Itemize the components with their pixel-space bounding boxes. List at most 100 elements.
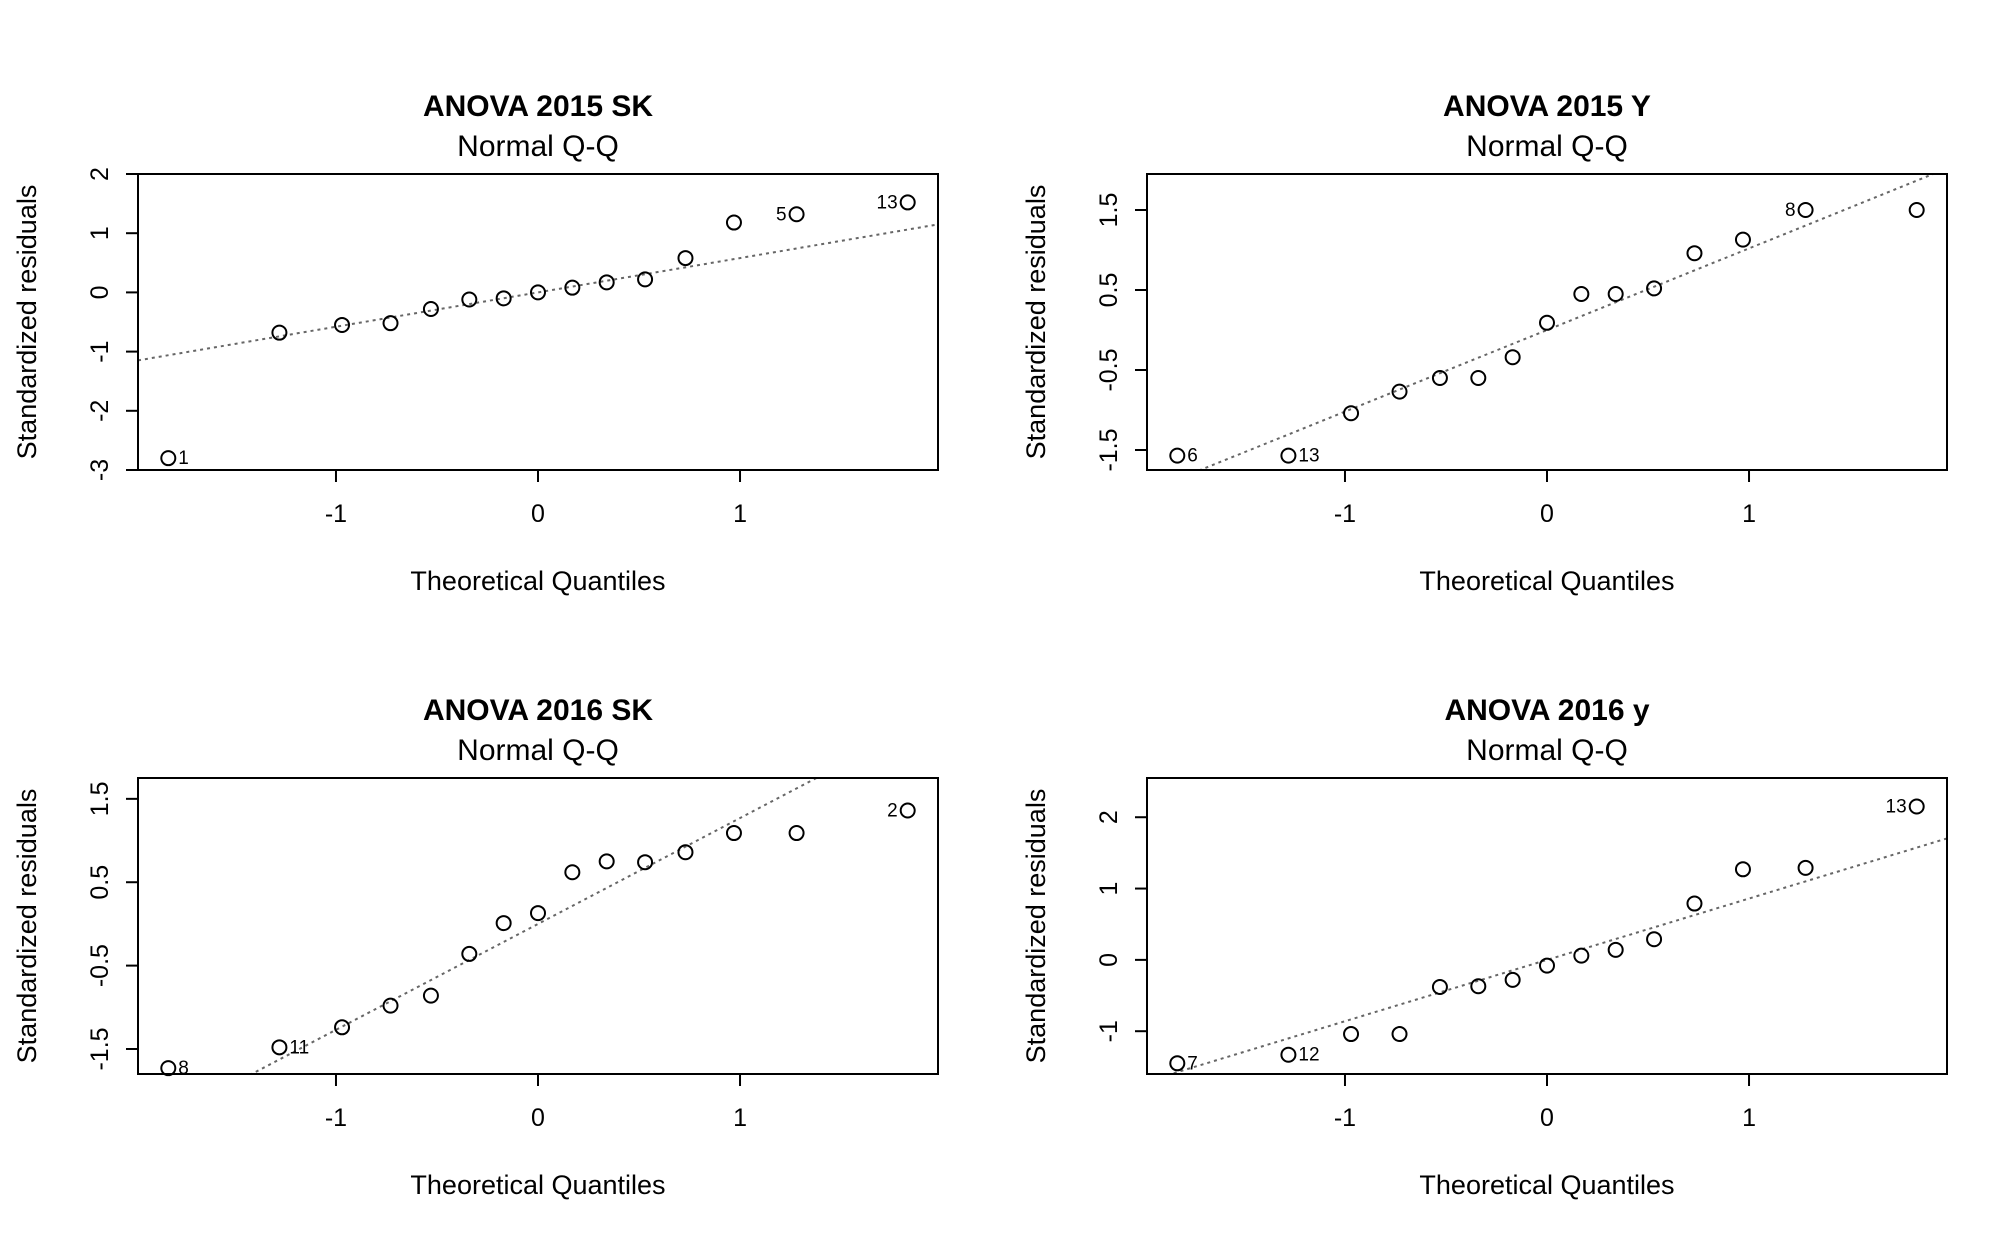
data-point [1343, 405, 1360, 422]
data-point [1797, 859, 1814, 876]
data-point [334, 1019, 351, 1036]
data-point [1734, 231, 1751, 248]
point-label: 5 [776, 204, 787, 225]
x-tick-label: 1 [733, 500, 747, 528]
y-tick-label: -1 [86, 340, 114, 362]
y-tick-label: -1.5 [1095, 428, 1123, 471]
data-point [160, 450, 177, 467]
data-point [1470, 370, 1487, 386]
chart-subtitle: Normal Q-Q [1466, 130, 1628, 163]
x-axis-label: Theoretical Quantiles [1419, 1170, 1674, 1200]
chart-subtitle: Normal Q-Q [1466, 734, 1628, 767]
qq-panel-2: ANOVA 2015 Y Normal Q-Q -1 0 1 -1.5 -0.5 0.5 1.5… [1021, 90, 1948, 596]
y-axis-label: Standardized residuals [1021, 185, 1051, 460]
data-point [1169, 1055, 1186, 1072]
x-tick-label: -1 [325, 500, 347, 528]
x-tick-label: 1 [733, 1104, 747, 1132]
data-point [598, 274, 615, 291]
point-label: 8 [1785, 200, 1796, 221]
x-tick-label: 1 [1742, 500, 1756, 528]
data-point [1431, 978, 1448, 995]
y-tick-label: -0.5 [1095, 348, 1123, 391]
data-point [899, 194, 916, 211]
data-point [271, 324, 288, 341]
qq-panel-1: ANOVA 2015 SK Normal Q-Q -1 0 1 -3 -2 -1 0 1 2 Theo… [12, 90, 939, 596]
chart-title: ANOVA 2015 SK [423, 90, 653, 123]
data-point [725, 214, 742, 231]
data-point [899, 802, 916, 819]
data-point [1431, 370, 1448, 386]
point-label: 13 [877, 192, 898, 213]
data-point [461, 291, 478, 308]
plot-frame [137, 777, 939, 1075]
y-tick-label: 0 [1095, 953, 1123, 967]
point-label: 11 [289, 1037, 309, 1058]
point-label: 2 [887, 801, 898, 822]
data-point [495, 915, 512, 932]
chart-title: ANOVA 2016 SK [423, 694, 653, 727]
data-point [1646, 931, 1663, 948]
data-point [637, 271, 654, 288]
data-point [1908, 798, 1925, 815]
chart-title: ANOVA 2015 Y [1443, 90, 1651, 123]
y-tick-label: -3 [86, 459, 114, 481]
data-point [1504, 971, 1521, 988]
y-axis-label: Standardized residuals [1021, 789, 1051, 1064]
data-point [1470, 978, 1487, 995]
y-axis-label: Standardized residuals [12, 789, 42, 1064]
data-point [1646, 280, 1663, 297]
data-point [788, 206, 805, 223]
x-tick-label: -1 [1334, 500, 1356, 528]
data-point [495, 290, 512, 307]
data-point [1607, 286, 1624, 302]
data-point [1539, 314, 1555, 331]
data-point [677, 844, 694, 861]
x-axis-label: Theoretical Quantiles [410, 566, 665, 596]
chart-title: ANOVA 2016 y [1444, 694, 1649, 727]
data-point [725, 825, 742, 842]
y-tick-label: 1.5 [86, 781, 114, 816]
data-point [160, 1060, 177, 1077]
data-point [1343, 1026, 1360, 1043]
x-tick-label: 0 [1540, 1104, 1554, 1132]
point-label: 1 [178, 448, 189, 469]
data-point [271, 1039, 288, 1056]
data-point [598, 853, 615, 870]
plot-frame [1146, 173, 1948, 471]
data-point [422, 300, 439, 317]
data-point [382, 997, 399, 1014]
qq-reference-line [1167, 837, 1947, 1074]
data-point [1280, 1046, 1297, 1063]
data-point [1169, 447, 1186, 464]
x-axis-label: Theoretical Quantiles [1419, 566, 1674, 596]
point-label: 6 [1187, 446, 1198, 467]
y-tick-label: 1 [1095, 882, 1123, 896]
x-tick-label: 0 [531, 500, 545, 528]
x-tick-label: 0 [1540, 500, 1554, 528]
plot-frame [137, 173, 939, 471]
data-point [530, 284, 546, 301]
data-point [788, 825, 805, 842]
qq-panel-3: ANOVA 2016 SK Normal Q-Q -1 0 1 -1.5 -0.5 0.5 1.… [12, 694, 939, 1200]
y-tick-label: -0.5 [86, 944, 114, 987]
y-tick-label: 0.5 [86, 865, 114, 900]
y-tick-label: 0 [86, 285, 114, 299]
data-point [1686, 895, 1703, 912]
x-tick-label: 1 [1742, 1104, 1756, 1132]
data-point [1391, 383, 1408, 400]
data-point [461, 945, 478, 962]
data-point [334, 316, 351, 333]
data-point [422, 987, 439, 1004]
data-point [564, 864, 581, 881]
y-tick-label: -2 [86, 400, 114, 422]
y-axis-label: Standardized residuals [12, 185, 42, 460]
point-label: 13 [1886, 797, 1907, 818]
chart-subtitle: Normal Q-Q [457, 734, 619, 767]
data-point [1280, 447, 1297, 464]
data-point [1607, 941, 1624, 958]
point-label: 12 [1298, 1045, 1319, 1066]
data-point [637, 854, 654, 871]
y-tick-label: 2 [86, 167, 114, 181]
